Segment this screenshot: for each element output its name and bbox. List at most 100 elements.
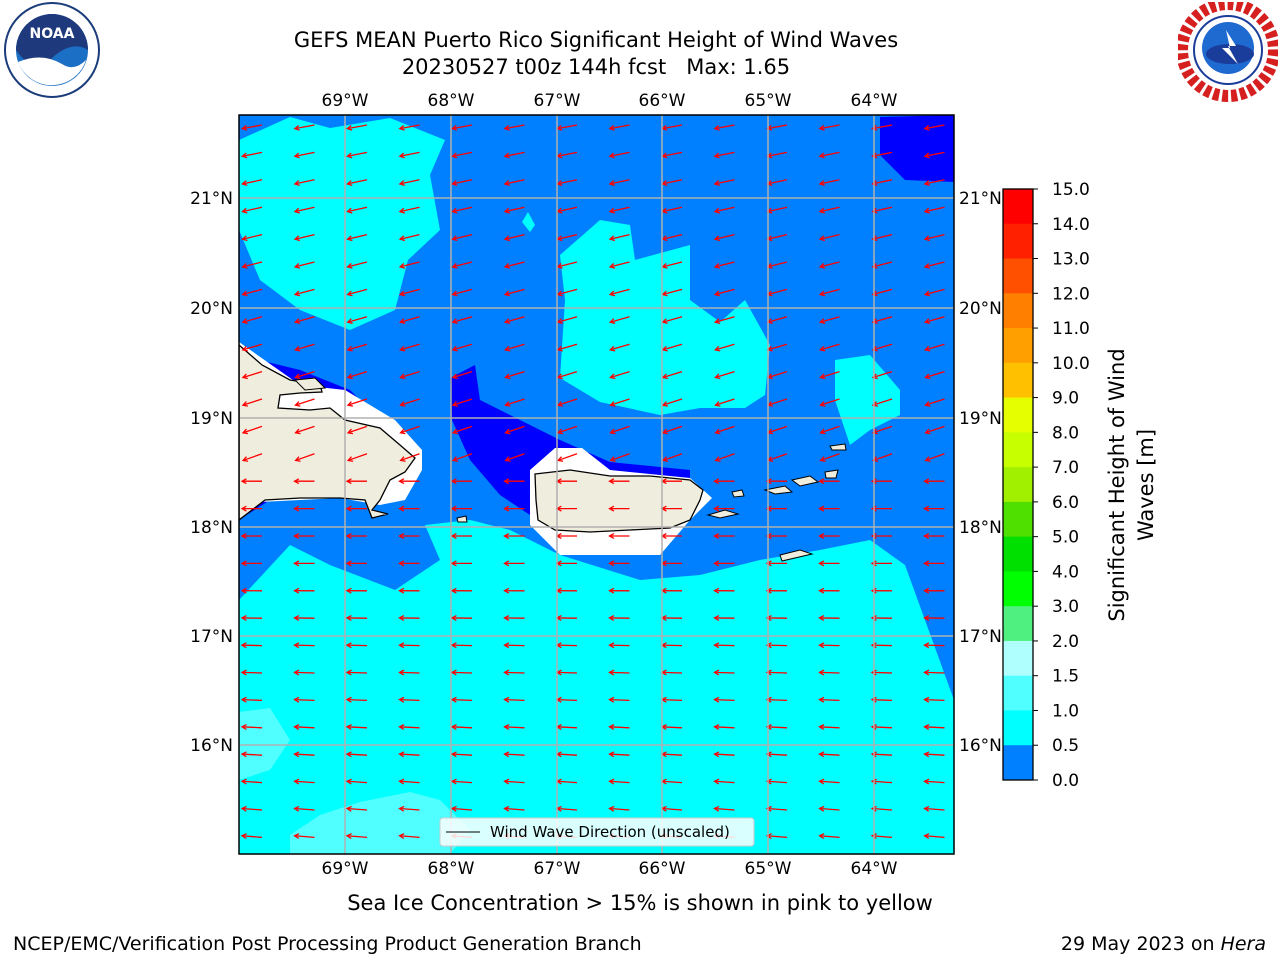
lat-label-right: 16°N: [959, 736, 1002, 756]
lon-labels-bottom: 69°W 68°W 67°W 66°W 65°W 64°W: [322, 859, 898, 879]
wind-wave-arrow: [662, 261, 683, 268]
colorbar-tick-label: 10.0: [1052, 354, 1090, 374]
wind-wave-arrow: [766, 698, 788, 702]
colorbar-tick-label: 1.0: [1052, 701, 1079, 721]
land-anegada: [829, 443, 847, 451]
wind-wave-arrowhead: [871, 318, 878, 324]
wind-wave-arrowhead: [293, 180, 300, 186]
wind-wave-arrowhead: [818, 587, 825, 594]
wind-wave-arrow: [767, 370, 788, 379]
wind-wave-arrow: [820, 343, 840, 351]
wind-wave-arrow: [451, 698, 473, 702]
land-hispaniola: [239, 344, 416, 521]
wind-wave-arrowhead: [346, 456, 354, 462]
wind-wave-arrowhead: [609, 456, 616, 462]
wind-wave-arrowhead: [923, 533, 930, 539]
wind-wave-arrowhead: [293, 207, 300, 214]
wind-wave-arrowhead: [765, 724, 772, 730]
wind-wave-arrowhead: [608, 724, 615, 730]
wind-wave-arrow: [452, 151, 473, 157]
wind-wave-arrow: [242, 453, 263, 462]
wind-wave-arrowhead: [503, 235, 511, 242]
wind-wave-arrowhead: [504, 428, 511, 435]
wind-wave-arrowhead: [294, 456, 301, 462]
wind-wave-arrowhead: [346, 263, 353, 269]
wind-wave-arrow: [715, 288, 735, 296]
wind-wave-arrow: [400, 288, 420, 296]
wind-wave-arrow: [242, 425, 263, 434]
wind-wave-arrowhead: [924, 345, 931, 352]
wind-wave-arrowhead: [398, 290, 406, 297]
wind-wave-arrow: [399, 698, 420, 702]
wind-wave-arrow: [347, 261, 368, 268]
wind-wave-arrow: [872, 370, 893, 379]
wind-wave-arrow: [505, 398, 525, 406]
wind-wave-arrowhead: [503, 152, 510, 159]
wind-wave-arrowhead: [713, 478, 720, 485]
wind-wave-arrowhead: [923, 669, 930, 676]
wind-wave-arrowhead: [399, 345, 406, 352]
wind-wave-arrowhead: [346, 152, 353, 159]
lat-label-left: 17°N: [190, 627, 233, 647]
wind-wave-arrowhead: [241, 401, 249, 407]
wind-wave-arrowhead: [924, 373, 931, 380]
lon-label-bottom: 64°W: [851, 859, 898, 879]
wind-wave-arrow: [452, 398, 473, 406]
wind-wave-arrow: [241, 753, 263, 756]
wind-wave-arrowhead: [346, 401, 354, 407]
colorbar-tick-label: 5.0: [1052, 528, 1079, 548]
colorbar-tick-label: 7.0: [1052, 458, 1079, 478]
wind-wave-arrowhead: [240, 587, 247, 594]
wind-wave-arrow: [400, 370, 420, 379]
colorbar-tick-label: 11.0: [1052, 319, 1090, 339]
wind-wave-arrowhead: [608, 560, 615, 567]
wind-wave-arrow: [347, 343, 368, 351]
generation-host: Hera: [1220, 933, 1266, 955]
wind-wave-arrowhead: [608, 124, 615, 131]
wind-wave-arrowhead: [451, 373, 458, 380]
wind-wave-arrowhead: [609, 401, 616, 407]
wind-wave-arrowhead: [713, 615, 720, 621]
wind-wave-arrowhead: [713, 263, 721, 269]
wind-wave-arrow: [399, 179, 420, 185]
wind-wave-arrow: [872, 151, 893, 157]
wind-wave-arrowhead: [818, 263, 826, 269]
wind-wave-arrow: [242, 863, 262, 865]
wind-wave-arrow: [346, 671, 368, 674]
colorbar-swatch: [1003, 571, 1033, 607]
wind-wave-arrowhead: [818, 833, 825, 840]
wind-wave-arrow: [767, 316, 788, 323]
wind-wave-arrowhead: [714, 401, 721, 407]
wind-wave-arrowhead: [556, 456, 564, 462]
wind-wave-arrow: [924, 671, 945, 674]
wind-wave-arrow: [242, 124, 263, 130]
wind-wave-arrowhead: [398, 833, 405, 840]
land-st-thomas: [763, 485, 794, 495]
wind-wave-arrowhead: [609, 373, 616, 380]
wind-wave-arrowhead: [608, 751, 615, 758]
wind-wave-arrowhead: [451, 235, 458, 242]
wind-wave-arrow: [347, 316, 368, 323]
wind-wave-arrowhead: [450, 587, 457, 594]
lat-label-left: 21°N: [190, 189, 233, 209]
wind-wave-arrow: [294, 753, 315, 756]
wind-wave-arrowhead: [818, 669, 825, 676]
wind-wave-arrow: [610, 288, 630, 296]
wind-wave-arrowhead: [923, 207, 930, 214]
wind-wave-arrow: [452, 370, 473, 379]
wind-wave-arrow: [924, 753, 945, 756]
wind-wave-arrow: [504, 671, 525, 674]
wind-wave-arrow: [504, 179, 525, 185]
wind-wave-arrow: [557, 343, 578, 351]
wind-wave-arrowhead: [398, 505, 405, 512]
wind-wave-arrowhead: [870, 533, 877, 539]
wind-wave-arrowhead: [923, 124, 930, 131]
wind-wave-arrow: [242, 261, 263, 268]
wind-wave-arrowhead: [713, 642, 720, 649]
wind-wave-arrowhead: [240, 751, 247, 758]
colorbar-tick-label: 9.0: [1052, 389, 1079, 409]
wind-wave-arrow: [609, 151, 630, 157]
wind-wave-arrowhead: [398, 615, 405, 621]
wind-wave-arrow: [295, 288, 315, 296]
